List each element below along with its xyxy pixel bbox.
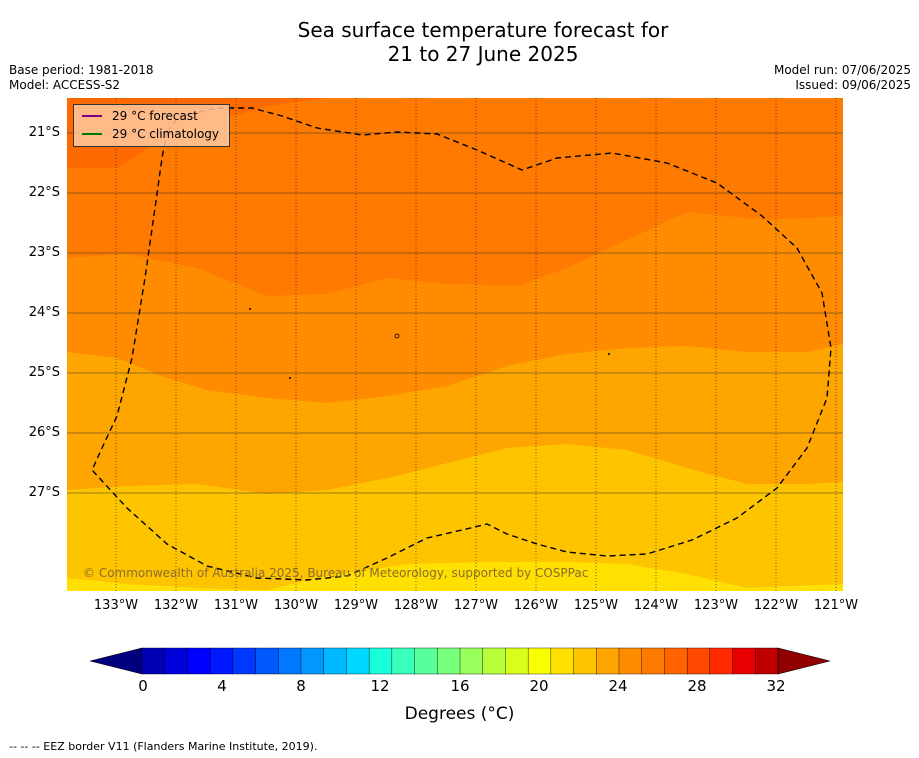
colorbar-segment [323,647,347,675]
colorbar-segment [278,647,302,675]
lon-label: 126°W [513,598,559,613]
colorbar-tick: 8 [296,677,306,695]
colorbar-segment [437,647,461,675]
colorbar-tick: 24 [608,677,628,695]
legend-item-climatology: 29 °C climatology [82,126,219,142]
map-legend: 29 °C forecast 29 °C climatology [73,104,230,147]
colorbar-segment [391,647,416,675]
issued-date: Issued: 09/06/2025 [795,78,911,92]
colorbar-segment [255,647,279,675]
lon-label: 123°W [693,598,739,613]
colorbar-title: Degrees (°C) [404,704,515,724]
lon-label: 124°W [633,598,679,613]
colorbar-segment [482,647,506,675]
colorbar-segment [527,647,552,675]
colorbar-segment [232,647,257,675]
island-marker [608,353,610,355]
colorbar-segment [755,647,779,675]
legend-label-climatology: 29 °C climatology [112,127,220,141]
lon-label: 122°W [753,598,799,613]
colorbar-segment [550,647,575,675]
island-marker [249,308,251,310]
title-line-1: Sea surface temperature forecast for [297,18,669,42]
forecast-line-swatch [82,115,102,117]
colorbar-segment [164,647,188,675]
lat-label: 23°S [28,245,60,260]
lat-label: 27°S [28,485,60,500]
colorbar-segment [368,647,393,675]
climatology-line-swatch [82,133,102,135]
meta-left: Base period: 1981-2018 Model: ACCESS-S2 [9,63,154,93]
legend-item-forecast: 29 °C forecast [82,108,198,124]
copyright-notice: © Commonwealth of Australia 2025, Bureau… [83,566,589,580]
sst-map-canvas [67,98,843,591]
colorbar-tick: 4 [217,677,227,695]
lon-label: 132°W [153,598,199,613]
colorbar-segment [505,647,529,675]
colorbar-segment [709,647,734,675]
eez-border [91,107,832,581]
colorbar-segment [641,647,665,675]
colorbar [89,646,831,676]
sst-map [67,98,843,591]
lon-label: 121°W [813,598,859,613]
colorbar-segment [346,647,370,675]
lat-label: 21°S [28,125,60,140]
lon-label: 129°W [333,598,379,613]
lon-label: 131°W [213,598,259,613]
model-name: Model: ACCESS-S2 [9,78,121,92]
base-period: Base period: 1981-2018 [9,63,154,77]
colorbar-over-arrow [777,647,831,675]
band-24 [67,562,843,591]
meridians [115,98,837,591]
meta-right: Model run: 07/06/2025 Issued: 09/06/2025 [774,63,911,93]
colorbar-segment [141,647,166,675]
lon-label: 125°W [573,598,619,613]
colorbar-tick: 20 [529,677,549,695]
colorbar-segment [209,647,234,675]
legend-label-forecast: 29 °C forecast [112,109,198,123]
colorbar-tick: 12 [370,677,390,695]
lon-label: 127°W [453,598,499,613]
colorbar-under-arrow [89,647,143,675]
colorbar-segment [618,647,643,675]
colorbar-segment [459,647,484,675]
colorbar-tick: 28 [687,677,707,695]
lat-label: 25°S [28,365,60,380]
lat-label: 24°S [28,305,60,320]
colorbar-segment [732,647,756,675]
colorbar-tick: 32 [766,677,786,695]
colorbar-segment [596,647,620,675]
model-run: Model run: 07/06/2025 [773,63,911,77]
colorbar-segment [664,647,688,675]
lon-label: 130°W [273,598,319,613]
colorbar-segment [686,647,711,675]
title-line-2: 21 to 27 June 2025 [387,42,579,66]
colorbar-segment [414,647,438,675]
lat-label: 26°S [28,425,60,440]
island-marker [394,333,400,339]
lat-label: 22°S [28,185,60,200]
colorbar-tick: 0 [138,677,148,695]
colorbar-segment [187,647,211,675]
eez-footnote: -- -- -- EEZ border V11 (Flanders Marine… [9,740,318,753]
colorbar-tick: 16 [450,677,470,695]
colorbar-segment [573,647,597,675]
lon-label: 128°W [393,598,439,613]
island-marker [289,377,291,379]
colorbar-canvas [89,647,831,675]
colorbar-segment [300,647,325,675]
lon-label: 133°W [93,598,139,613]
band-25 [67,444,843,591]
map-title: Sea surface temperature forecast for 21 … [0,18,919,66]
